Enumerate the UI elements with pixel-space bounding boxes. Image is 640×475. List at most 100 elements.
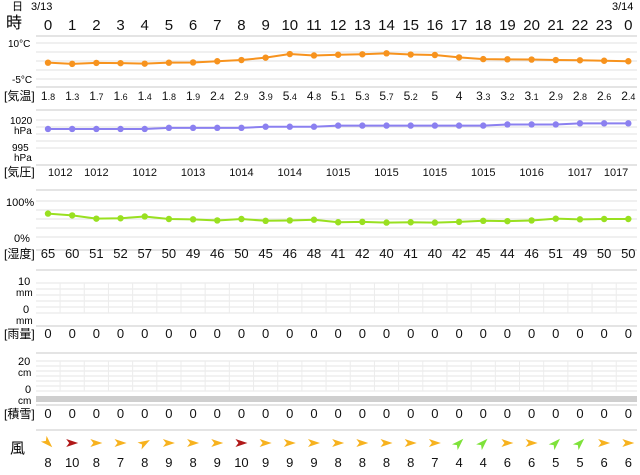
snow-value: 0 bbox=[455, 406, 462, 421]
pressure-point bbox=[431, 122, 439, 129]
temperature-point bbox=[93, 59, 100, 67]
pressure-point bbox=[576, 120, 584, 127]
pressure-point bbox=[238, 124, 245, 132]
humidity-point bbox=[189, 216, 197, 223]
snow-value: 0 bbox=[431, 406, 438, 421]
wind-arrow-icon bbox=[428, 439, 441, 447]
snow-value: 0 bbox=[407, 406, 414, 421]
snow-value: 0 bbox=[262, 406, 269, 421]
rain-value: 0 bbox=[383, 326, 390, 341]
snow-value: 0 bbox=[552, 406, 559, 421]
wind-speed: 8 bbox=[93, 455, 100, 470]
temperature-value: 5.4 bbox=[283, 89, 297, 103]
wind-speed: 7 bbox=[431, 455, 438, 470]
rain-value: 0 bbox=[576, 326, 583, 341]
temperature-value: 3.2 bbox=[500, 89, 514, 103]
temperature-value: 2.9 bbox=[234, 89, 248, 103]
pressure-value: 1012 bbox=[84, 167, 108, 179]
snow-values: 0 0 0 0 0 0 0 0 0 0 0 0 0 0 0 0 0 0 0 0 0 0 0 0 0 bbox=[44, 406, 632, 421]
wind-arrow-icon bbox=[380, 439, 393, 447]
pressure-value: 1016 bbox=[519, 167, 543, 179]
pressure-point bbox=[504, 121, 511, 128]
snow-value: 0 bbox=[383, 406, 390, 421]
humidity-value: 46 bbox=[524, 246, 538, 261]
wind-speed: 5 bbox=[552, 455, 559, 470]
humidity-value: 42 bbox=[355, 246, 369, 261]
wind-arrow-icon bbox=[259, 439, 272, 447]
hour-label-11: 11 bbox=[306, 17, 322, 34]
pressure-series bbox=[44, 120, 632, 133]
wind-row-label: 風 bbox=[10, 440, 25, 457]
pressure-point bbox=[310, 123, 318, 130]
temperature-value: 1.8 bbox=[41, 89, 55, 103]
humidity-point bbox=[407, 219, 414, 226]
snow-value: 0 bbox=[189, 406, 196, 421]
snow-baseline-bar bbox=[36, 396, 637, 402]
temperature-point bbox=[165, 59, 173, 66]
humidity-value: 50 bbox=[597, 246, 611, 261]
humidity-point bbox=[93, 215, 100, 222]
humidity-value: 49 bbox=[186, 246, 200, 261]
temp-axis-top: 10°C bbox=[8, 39, 30, 50]
humidity-point bbox=[528, 217, 535, 224]
wind-speed: 6 bbox=[601, 455, 608, 470]
humidity-value: 44 bbox=[500, 246, 514, 261]
wind-speed: 7 bbox=[117, 455, 124, 470]
humidity-series bbox=[44, 210, 632, 226]
humidity-point bbox=[383, 219, 390, 226]
snow-axis-bottom: 0 bbox=[25, 384, 31, 396]
pressure-axis-bottom-unit: hPa bbox=[14, 153, 32, 164]
temperature-value: 1.7 bbox=[89, 89, 103, 103]
humidity-point bbox=[480, 217, 487, 224]
pressure-point bbox=[93, 125, 100, 133]
temperature-value: 5 bbox=[432, 89, 439, 103]
hour-label-7: 7 bbox=[213, 17, 221, 34]
snow-axis-top: 20 bbox=[18, 356, 30, 368]
wind-arrow-icon bbox=[307, 439, 320, 447]
hour-label-15: 15 bbox=[402, 17, 419, 34]
hour-label-9: 9 bbox=[261, 17, 269, 34]
snow-value: 0 bbox=[44, 406, 51, 421]
humidity-value: 51 bbox=[89, 246, 103, 261]
humidity-point bbox=[455, 218, 463, 226]
pressure-point bbox=[383, 122, 390, 129]
humidity-value: 51 bbox=[549, 246, 563, 261]
pressure-point bbox=[68, 125, 76, 133]
rain-row-label: [雨量] bbox=[4, 327, 35, 341]
snow-value: 0 bbox=[601, 406, 608, 421]
hour-label-14: 14 bbox=[378, 17, 395, 34]
pressure-point bbox=[480, 122, 487, 129]
rain-value: 0 bbox=[504, 326, 511, 341]
temperature-value: 5.2 bbox=[404, 89, 418, 103]
snow-value: 0 bbox=[214, 406, 221, 421]
humidity-value: 65 bbox=[41, 246, 55, 261]
date-start: 3/13 bbox=[31, 1, 52, 13]
hour-label-22: 22 bbox=[572, 17, 589, 34]
temperature-point bbox=[310, 52, 318, 59]
wind-arrow-icon bbox=[404, 439, 417, 447]
wind-arrow-icon bbox=[114, 439, 127, 447]
temperature-value: 3.3 bbox=[476, 89, 490, 103]
hour-label-18: 18 bbox=[475, 17, 492, 34]
humidity-value: 40 bbox=[428, 246, 442, 261]
humidity-value: 57 bbox=[137, 246, 151, 261]
humidity-point bbox=[552, 215, 559, 222]
temp-axis-bottom: -5°C bbox=[12, 75, 32, 86]
temperature-point bbox=[262, 54, 269, 61]
wind-arrows bbox=[40, 435, 635, 451]
rain-value: 0 bbox=[625, 326, 632, 341]
temperature-point bbox=[214, 58, 221, 65]
hour-labels: 0 1 2 3 4 5 6 7 8 9 10 11 12 13 14 15 16 17 18 19 20 21 22 23 0 bbox=[44, 17, 633, 34]
humidity-point bbox=[214, 217, 221, 224]
temperature-point bbox=[383, 50, 390, 57]
snow-value: 0 bbox=[93, 406, 100, 421]
temperature-value: 2.4 bbox=[210, 89, 224, 103]
rain-axis-bottom: 0 bbox=[23, 304, 29, 316]
hour-label-17: 17 bbox=[451, 17, 468, 34]
humidity-point bbox=[286, 217, 293, 224]
snow-value: 0 bbox=[335, 406, 342, 421]
rain-value: 0 bbox=[69, 326, 76, 341]
snow-value: 0 bbox=[504, 406, 511, 421]
wind-speed: 8 bbox=[359, 455, 366, 470]
